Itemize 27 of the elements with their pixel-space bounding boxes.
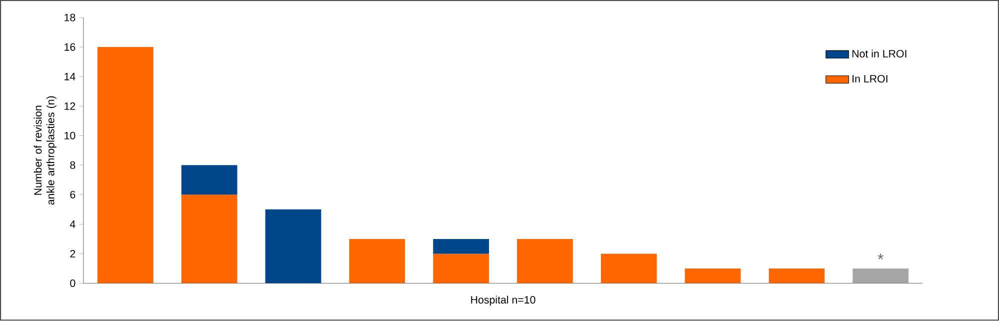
bar: [349, 239, 406, 284]
bar: [600, 254, 657, 284]
y-tick-label: 18: [64, 14, 76, 22]
y-tick-label: 4: [70, 220, 76, 228]
bar: [517, 239, 573, 284]
bar: [181, 194, 238, 284]
bar: [852, 268, 909, 284]
bar: [265, 210, 322, 284]
annotation: *: [878, 254, 884, 260]
bar: [433, 254, 489, 284]
y-tick-label: 8: [70, 162, 76, 170]
bar: [768, 268, 825, 284]
y-tick-label: 16: [64, 43, 76, 51]
bar: [433, 239, 489, 254]
legend-label: Not in LROI: [852, 50, 906, 58]
legend-label: In LROI: [852, 75, 888, 83]
y-tick-label: 0: [70, 280, 76, 288]
y-tick-label: 12: [64, 102, 76, 110]
y-tick-label: 10: [64, 132, 76, 140]
y-tick-label: 6: [70, 191, 76, 199]
y-tick-label: 2: [70, 250, 76, 258]
bar: [97, 47, 154, 284]
x-axis-title: Hospital n=10: [471, 296, 536, 306]
bar: [181, 165, 238, 195]
y-tick-label: 14: [64, 73, 76, 80]
y-axis-title: Number of revision ankle arthroplasties (n): [34, 96, 56, 205]
bar: [684, 268, 741, 284]
